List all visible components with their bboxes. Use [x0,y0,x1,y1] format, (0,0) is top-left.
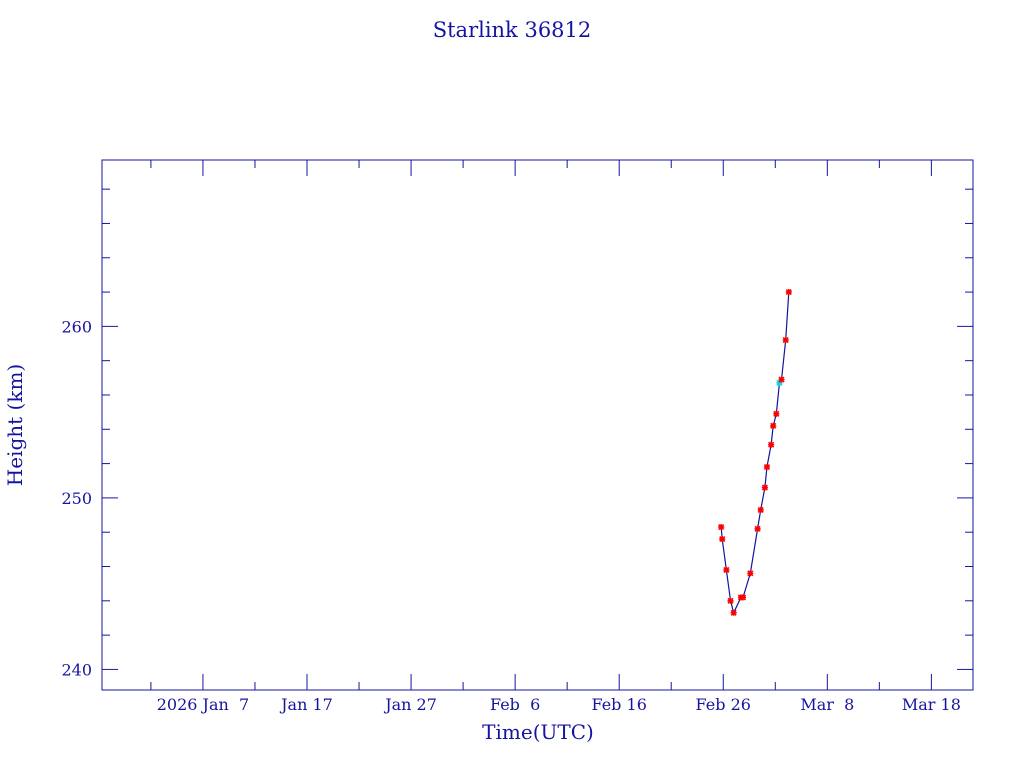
x-tick-label: Feb 26 [696,695,751,714]
x-axis-label: Time(UTC) [482,720,594,744]
x-tick-label: Mar 8 [800,695,854,714]
marker-stroke [785,289,792,296]
marker-stroke [727,597,734,604]
marker-stroke [782,337,789,344]
x-tick-label: 2026 Jan 7 [157,695,249,714]
data-point [782,337,789,344]
data-point [757,506,764,513]
data-point [723,566,730,574]
axis-ticks [102,160,973,690]
plot-frame [101,159,974,691]
marker-stroke [718,523,725,531]
chart-title: Starlink 36812 [433,18,592,42]
marker-stroke [739,594,747,601]
y-tick-labels: 240 250 260 [61,317,92,679]
data-point [719,535,726,543]
data-point [768,441,775,448]
data-point [747,570,754,577]
y-tick-label: 250 [61,489,92,508]
marker-stroke [730,609,737,616]
x-tick-label: Feb 6 [490,695,540,714]
data-point [773,410,780,417]
data-point [754,525,761,532]
y-tick-label: 240 [61,660,92,679]
x-tick-label: Mar 18 [902,695,961,714]
x-tick-labels: 2026 Jan 7 Jan 17 Jan 27 Feb 6 Feb 16 Feb 26 M… [157,695,961,714]
marker-stroke [773,410,780,417]
data-point [770,422,777,429]
data-point [763,463,771,471]
data-point [778,376,785,383]
marker-stroke [757,506,764,513]
marker-stroke [754,525,761,532]
marker-stroke [723,566,730,574]
marker-stroke [719,535,726,543]
marker-stroke [761,484,768,491]
y-axis-label: Height (km) [3,364,27,486]
data-point [739,594,747,601]
data-markers [718,289,792,616]
data-point [730,609,737,616]
marker-stroke [768,441,775,448]
marker-stroke [770,422,777,429]
y-tick-label: 260 [61,317,92,336]
marker-stroke [763,463,771,471]
data-point [785,289,792,296]
data-point [761,484,768,491]
x-tick-label: Jan 17 [279,695,333,714]
data-point [718,523,725,531]
marker-stroke [778,376,785,383]
data-point [727,597,734,604]
x-tick-label: Jan 27 [383,695,437,714]
marker-stroke [747,570,754,577]
series-line [720,292,790,615]
x-tick-label: Feb 16 [591,695,646,714]
